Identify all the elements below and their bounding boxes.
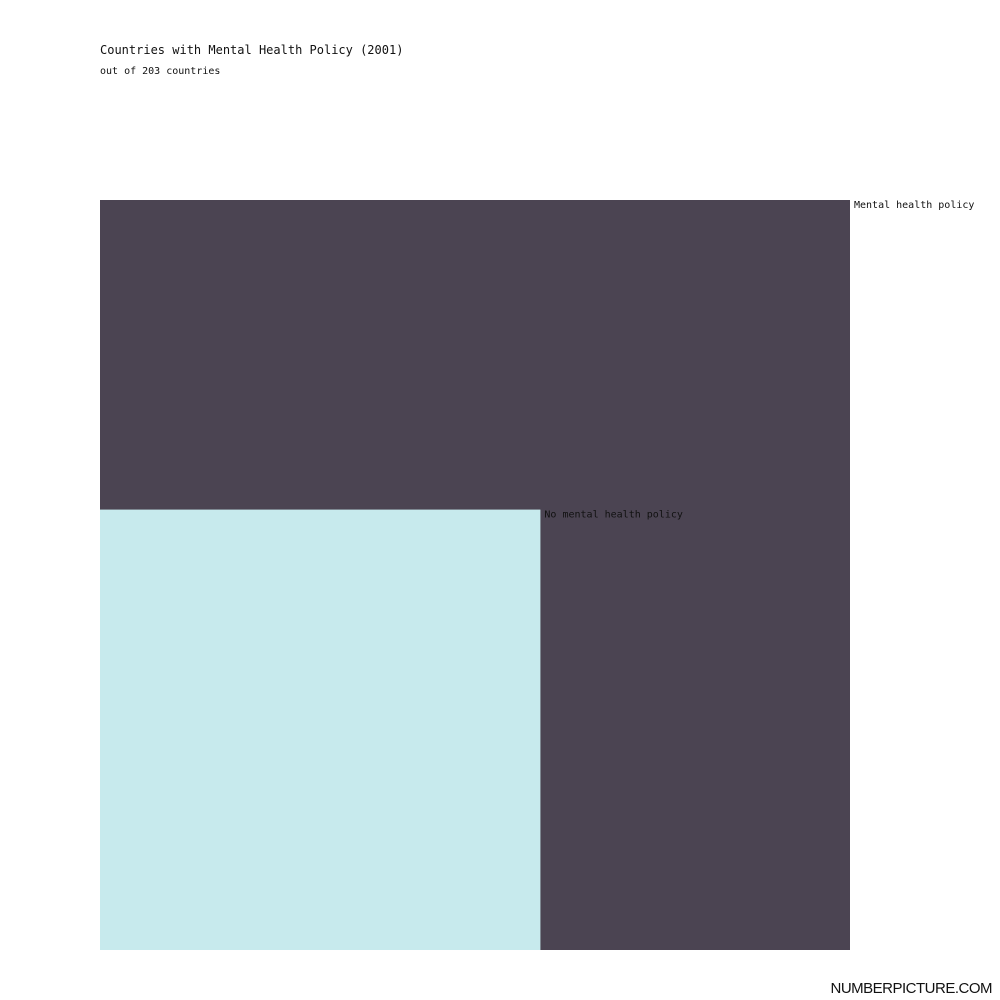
series-label-mental-health-policy: Mental health policy: [854, 200, 974, 211]
chart-subtitle: out of 203 countries: [100, 66, 221, 77]
area-square-no-mental-health-policy: [100, 509, 541, 950]
source-credit: NUMBERPICTURE.COM: [830, 980, 992, 997]
series-label-no-mental-health-policy: No mental health policy: [544, 510, 682, 521]
chart-title: Countries with Mental Health Policy (200…: [100, 43, 404, 57]
